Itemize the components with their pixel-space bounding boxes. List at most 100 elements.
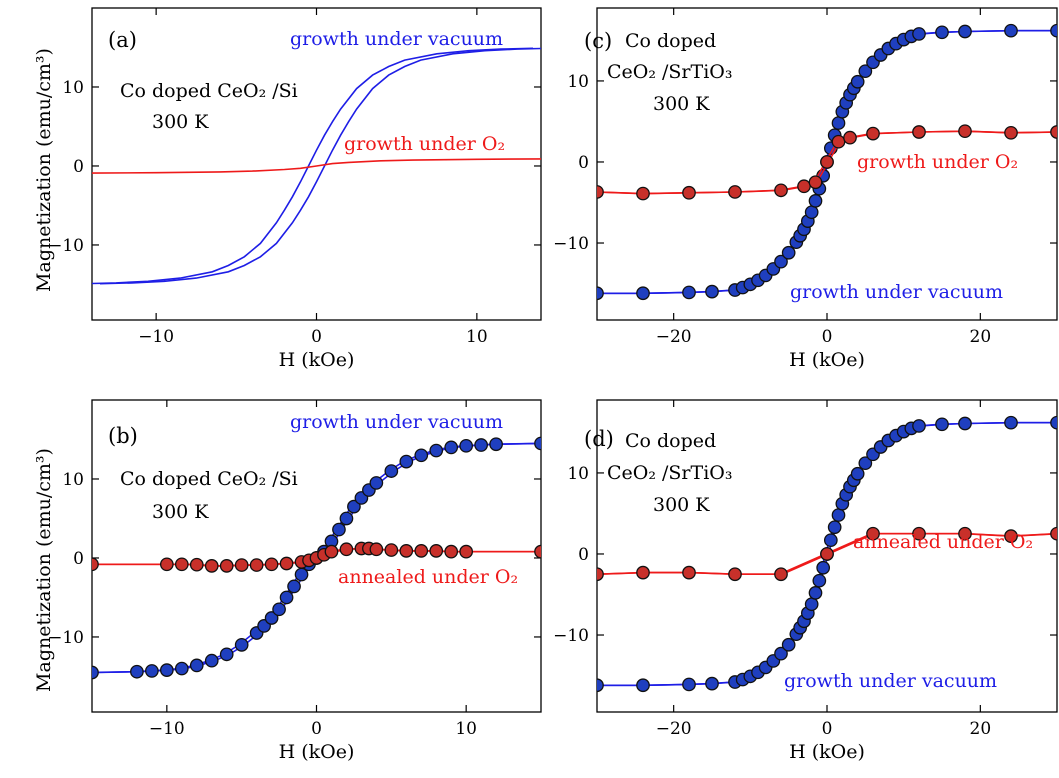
data-point-blue: [781, 245, 796, 260]
data-point-red: [459, 544, 474, 559]
data-point-red: [958, 526, 972, 541]
data-point-blue: [174, 661, 189, 676]
data-point-red: [234, 558, 249, 572]
data-point-red: [728, 185, 742, 199]
data-point-red: [843, 130, 857, 145]
data-point-red: [324, 544, 339, 559]
data-point-blue: [474, 438, 488, 452]
y-tick-label: 10: [62, 78, 84, 98]
data-point-blue: [369, 476, 384, 490]
panel-c: −20 0 20 −10 0 10 H (kOe): [553, 7, 1058, 371]
plot-frame: [91, 7, 542, 321]
data-point-blue: [272, 602, 286, 617]
series-line-red: [92, 158, 541, 174]
data-point-blue: [597, 286, 604, 301]
data-point-red: [728, 567, 742, 582]
data-point-red: [820, 547, 834, 561]
panel-a: −10 0 10 −10 0 10 H (kOe): [48, 7, 542, 371]
data-point-blue: [682, 677, 696, 692]
ylabel-top: Magnetization (emu/cm³): [33, 48, 55, 292]
data-point-red: [597, 567, 604, 582]
data-point-blue: [831, 116, 846, 130]
data-point-red: [414, 544, 429, 558]
data-point-blue: [339, 511, 354, 526]
data-point-blue: [636, 678, 650, 693]
plot-area: [597, 23, 1057, 301]
series-line-blue: [99, 47, 541, 285]
series-line-blue-return: [92, 47, 534, 285]
data-point-red: [808, 175, 823, 190]
data-point-red: [204, 559, 219, 573]
data-point-red: [159, 557, 174, 572]
data-point-red: [399, 544, 414, 558]
panel-b-vacuum-label: growth under vacuum: [290, 411, 503, 433]
data-point-red: [1004, 125, 1018, 140]
data-point-blue: [234, 638, 249, 652]
data-point-red: [958, 124, 972, 139]
data-point-blue: [459, 438, 474, 453]
data-point-blue: [774, 254, 788, 269]
data-point-blue: [958, 416, 972, 431]
data-point-blue: [534, 436, 541, 451]
x-axis-label: H (kOe): [789, 741, 865, 763]
panel-d-sample-line2: CeO₂ /SrTiO₃: [607, 462, 732, 484]
data-point-red: [774, 183, 788, 198]
data-point-red: [384, 543, 399, 557]
data-point-red: [866, 526, 880, 541]
data-point-blue: [816, 560, 831, 575]
data-point-red: [912, 526, 926, 541]
data-point-blue: [332, 522, 346, 537]
panel-c-label: (c): [584, 29, 612, 53]
panel-b: −10 0 10 −10 0 10 H (kOe): [48, 399, 542, 763]
data-point-blue: [682, 285, 696, 300]
data-point-blue: [1050, 415, 1057, 430]
data-point-blue: [597, 678, 604, 693]
data-point-blue: [1050, 23, 1057, 38]
data-point-blue: [781, 637, 796, 652]
panel-a-vacuum-label: growth under vacuum: [290, 28, 503, 50]
panel-d-label: (d): [584, 427, 614, 451]
data-point-red: [92, 557, 99, 572]
data-point-blue: [145, 664, 159, 678]
data-point-blue: [189, 658, 204, 673]
y-tick-label: −10: [553, 626, 589, 646]
data-point-red: [866, 126, 880, 141]
data-point-blue: [219, 647, 234, 662]
x-axis-label: H (kOe): [279, 741, 355, 763]
data-point-blue: [804, 205, 819, 220]
data-point-blue: [1004, 23, 1018, 38]
x-tick-label: 20: [970, 719, 992, 739]
x-tick-label: 10: [455, 719, 477, 739]
data-point-blue: [636, 286, 650, 301]
y-tick-label: 0: [73, 157, 84, 177]
data-point-blue: [850, 466, 865, 481]
data-point-red: [797, 179, 811, 194]
data-point-red: [174, 557, 189, 572]
data-point-red: [1004, 529, 1018, 543]
y-tick-label: −10: [48, 236, 84, 256]
data-point-red: [682, 565, 696, 580]
data-point-red: [636, 565, 650, 580]
panel-b-temperature: 300 K: [152, 501, 209, 523]
x-axis-label: H (kOe): [279, 349, 355, 371]
x-tick-label: 10: [466, 327, 488, 347]
data-point-blue: [912, 27, 926, 41]
data-point-blue: [130, 664, 144, 679]
panel-d-o2-label: annealed under O₂: [853, 531, 1033, 553]
data-point-red: [249, 558, 264, 572]
data-point-blue: [831, 508, 846, 522]
data-point-blue: [827, 520, 842, 535]
panel-c-o2-label: growth under O₂: [857, 151, 1018, 173]
data-point-blue: [858, 64, 873, 79]
y-tick-label: 0: [73, 549, 84, 569]
data-point-blue: [935, 25, 949, 40]
data-point-red: [1050, 125, 1057, 139]
data-point-blue: [912, 419, 926, 433]
x-tick-label: −10: [149, 719, 185, 739]
plot-area: [597, 415, 1057, 693]
data-point-red: [369, 542, 384, 557]
y-tick-label: −10: [553, 234, 589, 254]
panel-d-temperature: 300 K: [653, 494, 710, 516]
x-tick-label: 0: [822, 327, 833, 347]
